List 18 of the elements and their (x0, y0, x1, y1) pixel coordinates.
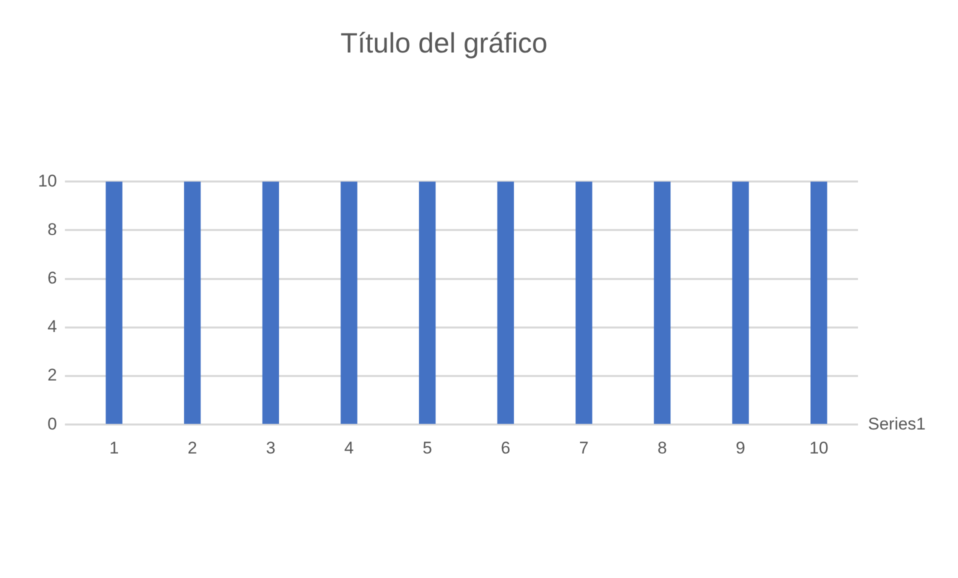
x-tick-label: 1 (109, 438, 119, 458)
x-tick-label: 8 (657, 438, 667, 458)
x-tick-label: 5 (422, 438, 432, 458)
y-tick-label: 2 (47, 366, 57, 385)
x-tick-label: 4 (344, 438, 354, 458)
x-tick-label: 7 (579, 438, 589, 458)
chart-title: Título del gráfico (340, 28, 548, 59)
y-tick-label: 0 (47, 414, 57, 434)
y-tick-label: 8 (47, 220, 57, 239)
x-tick-label: 9 (736, 438, 746, 458)
x-tick-label: 6 (500, 438, 510, 458)
x-tick-label: 10 (809, 438, 828, 458)
text: Series1 (868, 414, 926, 434)
x-tick-label: 3 (266, 438, 276, 458)
y-tick-label: 6 (47, 268, 57, 288)
x-tick-label: 2 (188, 438, 198, 458)
y-tick-label: 4 (47, 317, 57, 336)
y-tick-label: 10 (38, 171, 57, 190)
